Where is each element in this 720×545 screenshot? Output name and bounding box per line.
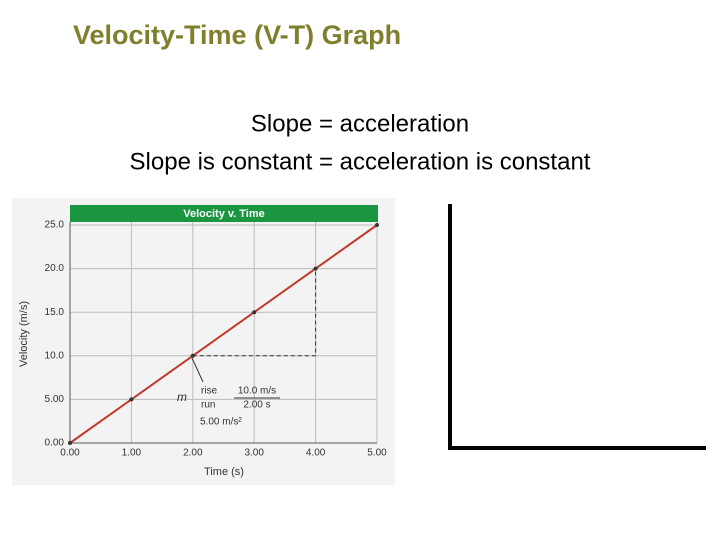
annotation: 5.00 m/s² bbox=[200, 417, 242, 428]
x-tick-label: 5.00 bbox=[367, 448, 387, 459]
y-tick-label: 25.0 bbox=[45, 220, 65, 231]
data-point bbox=[252, 310, 257, 315]
y-tick-label: 5.00 bbox=[45, 394, 65, 405]
data-point bbox=[129, 397, 134, 402]
annotation: 2.00 s bbox=[243, 400, 270, 411]
x-tick-label: 1.00 bbox=[122, 448, 142, 459]
y-tick-label: 10.0 bbox=[45, 350, 65, 361]
x-tick-label: 2.00 bbox=[183, 448, 203, 459]
slide-title: Velocity-Time (V-T) Graph bbox=[73, 20, 401, 50]
chart-title-bar bbox=[70, 205, 378, 222]
data-point bbox=[68, 441, 72, 445]
data-line bbox=[69, 224, 378, 444]
y-tick-label: 20.0 bbox=[45, 263, 65, 274]
text-line: Slope = acceleration bbox=[251, 110, 469, 137]
annotation: run bbox=[201, 400, 215, 411]
data-point bbox=[375, 223, 379, 227]
chart-background bbox=[12, 198, 395, 485]
x-axis-label: Time (s) bbox=[204, 466, 244, 478]
annotation: rise bbox=[201, 386, 218, 397]
annotation: 10.0 m/s bbox=[238, 386, 276, 397]
text-line: Slope is constant = acceleration is cons… bbox=[130, 148, 591, 175]
leader-line bbox=[191, 357, 204, 383]
chart-title: Velocity v. Time bbox=[183, 208, 265, 220]
data-point bbox=[190, 353, 195, 358]
y-tick-label: 15.0 bbox=[45, 307, 65, 318]
data-point bbox=[313, 266, 318, 271]
y-tick-label: 0.00 bbox=[45, 438, 65, 449]
slope-triangle bbox=[192, 268, 317, 357]
x-tick-label: 0.00 bbox=[60, 448, 80, 459]
x-tick-label: 4.00 bbox=[306, 448, 326, 459]
annotation: m bbox=[177, 390, 187, 404]
y-axis-label: Velocity (m/s) bbox=[18, 301, 30, 367]
x-tick-label: 3.00 bbox=[244, 448, 264, 459]
